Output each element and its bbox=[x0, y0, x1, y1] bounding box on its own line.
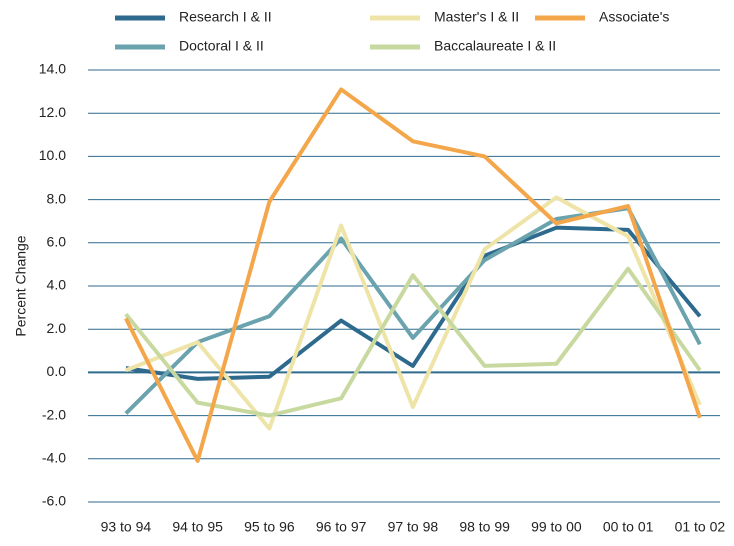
y-axis-label: Percent Change bbox=[13, 235, 29, 336]
x-tick-label: 01 to 02 bbox=[675, 519, 726, 535]
x-tick-label: 98 to 99 bbox=[459, 519, 510, 535]
x-tick-label: 00 to 01 bbox=[603, 519, 654, 535]
y-tick-label: 2.0 bbox=[47, 320, 67, 336]
x-tick-label: 95 to 96 bbox=[244, 519, 295, 535]
series-line bbox=[124, 87, 702, 463]
y-tick-label: 10.0 bbox=[39, 147, 66, 163]
y-tick-label: 12.0 bbox=[39, 104, 66, 120]
x-tick-label: 96 to 97 bbox=[316, 519, 367, 535]
series-line bbox=[125, 195, 702, 431]
y-tick-label: 0.0 bbox=[47, 363, 67, 379]
y-tick-label: -4.0 bbox=[42, 450, 66, 466]
y-tick-label: 6.0 bbox=[47, 234, 67, 250]
x-tick-label: 94 to 95 bbox=[172, 519, 223, 535]
y-tick-label: 14.0 bbox=[39, 61, 66, 77]
legend-label: Doctoral I & II bbox=[179, 38, 264, 54]
y-tick-label: 4.0 bbox=[47, 277, 67, 293]
legend-label: Research I & II bbox=[179, 9, 272, 25]
legend-label: Master's I & II bbox=[434, 9, 519, 25]
legend-label: Associate's bbox=[599, 9, 669, 25]
y-tick-label: -6.0 bbox=[42, 493, 66, 509]
series-line bbox=[125, 225, 702, 381]
x-tick-label: 93 to 94 bbox=[101, 519, 152, 535]
y-tick-label: 8.0 bbox=[47, 190, 67, 206]
series-line bbox=[124, 206, 702, 415]
x-tick-label: 97 to 98 bbox=[388, 519, 439, 535]
series-line bbox=[124, 266, 702, 418]
x-tick-label: 99 to 00 bbox=[531, 519, 582, 535]
y-tick-label: -2.0 bbox=[42, 406, 66, 422]
legend-label: Baccalaureate I & II bbox=[434, 38, 556, 54]
